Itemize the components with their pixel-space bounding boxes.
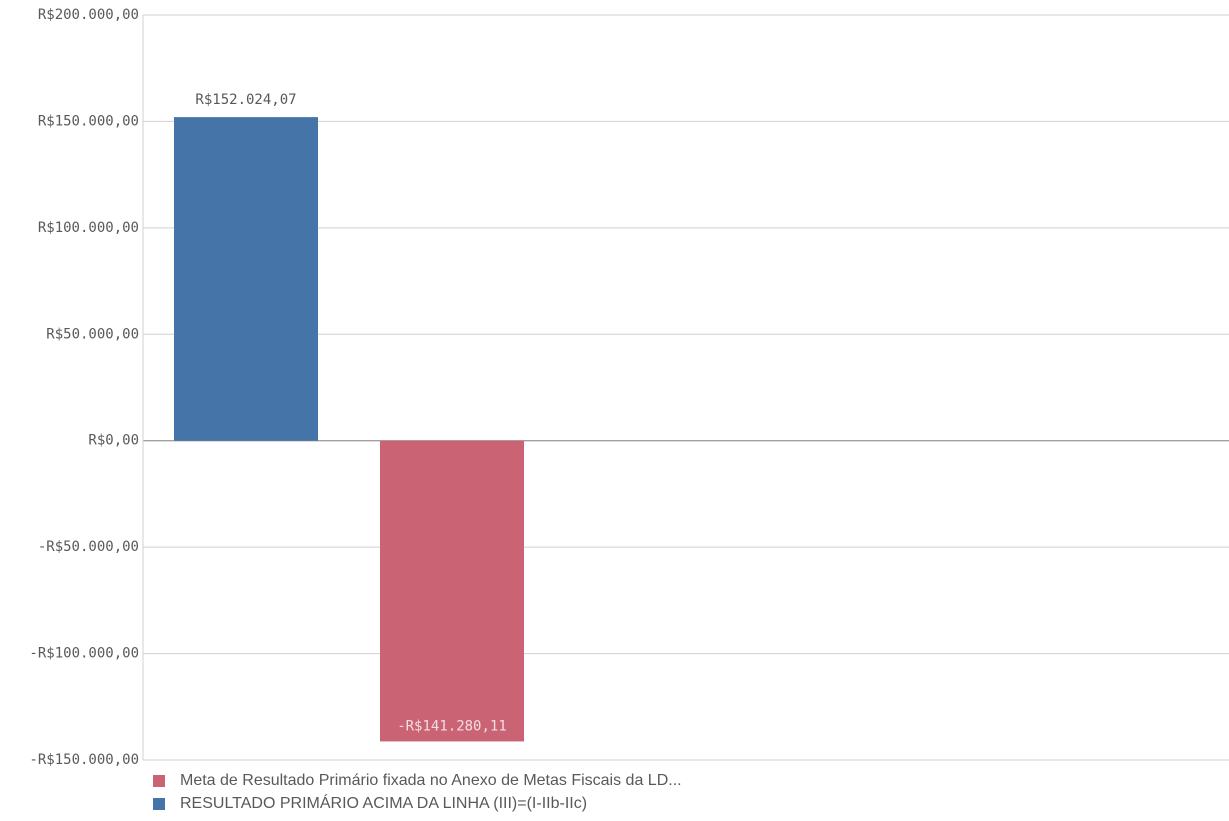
y-tick-label: R$100.000,00 xyxy=(38,220,139,236)
value-label: R$152.024,07 xyxy=(195,92,296,108)
legend-swatch xyxy=(153,798,165,810)
value-label: -R$141.280,11 xyxy=(397,718,507,734)
bar xyxy=(174,117,318,441)
y-tick-label: -R$150.000,00 xyxy=(29,752,139,768)
y-tick-label: R$200.000,00 xyxy=(38,7,139,23)
legend-swatch xyxy=(153,775,165,787)
y-tick-label: -R$50.000,00 xyxy=(38,539,139,555)
y-tick-label: R$150.000,00 xyxy=(38,113,139,129)
legend-label: Meta de Resultado Primário fixada no Ane… xyxy=(180,772,682,789)
bar xyxy=(380,440,524,742)
y-tick-label: R$0,00 xyxy=(88,433,139,449)
y-tick-label: -R$100.000,00 xyxy=(29,646,139,662)
legend-label: RESULTADO PRIMÁRIO ACIMA DA LINHA (III)=… xyxy=(180,793,587,812)
y-tick-label: R$50.000,00 xyxy=(46,326,139,342)
